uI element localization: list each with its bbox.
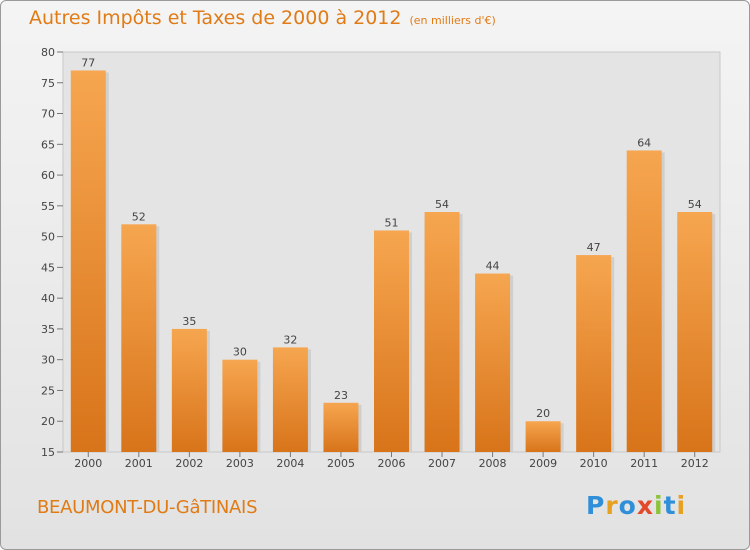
bar bbox=[626, 150, 662, 452]
y-tick-label: 15 bbox=[41, 446, 55, 459]
bar-value-label: 77 bbox=[81, 56, 95, 69]
y-tick-label: 45 bbox=[41, 261, 55, 274]
logo-letter: i bbox=[676, 491, 687, 520]
bar bbox=[222, 359, 258, 452]
bar bbox=[323, 402, 359, 452]
bar bbox=[424, 212, 460, 452]
bar-value-label: 47 bbox=[587, 241, 601, 254]
x-tick-label: 2011 bbox=[630, 457, 658, 470]
bar bbox=[677, 212, 713, 452]
logo-letter: t bbox=[663, 491, 677, 520]
proxiti-logo[interactable]: Proxiti bbox=[586, 491, 686, 520]
y-tick-label: 60 bbox=[41, 169, 55, 182]
x-tick-label: 2008 bbox=[479, 457, 507, 470]
logo-letter: P bbox=[586, 491, 606, 520]
y-tick-label: 25 bbox=[41, 384, 55, 397]
bar bbox=[576, 255, 612, 452]
x-tick-label: 2003 bbox=[226, 457, 254, 470]
bar bbox=[272, 347, 308, 452]
bar-value-label: 54 bbox=[688, 198, 702, 211]
bar-value-label: 23 bbox=[334, 389, 348, 402]
x-tick-label: 2012 bbox=[681, 457, 709, 470]
bar bbox=[374, 230, 409, 452]
y-tick-label: 80 bbox=[41, 46, 55, 59]
logo-letter: i bbox=[654, 491, 664, 520]
bar-value-label: 44 bbox=[486, 260, 500, 273]
x-tick-label: 2005 bbox=[327, 457, 355, 470]
bars-group: 77 52 35 30 32 23 51 54 44 20 47 64 54 bbox=[70, 56, 716, 452]
bar bbox=[475, 273, 511, 452]
bar-value-label: 35 bbox=[182, 315, 196, 328]
x-tick-label: 2004 bbox=[276, 457, 304, 470]
commune-name: BEAUMONT-DU-GâTINAIS bbox=[37, 497, 258, 518]
bar bbox=[171, 328, 207, 452]
bar bbox=[121, 224, 157, 452]
x-tick-label: 2007 bbox=[428, 457, 456, 470]
bar-value-label: 51 bbox=[385, 216, 399, 229]
x-tick-label: 2006 bbox=[378, 457, 406, 470]
bar-value-label: 32 bbox=[283, 333, 297, 346]
y-tick-label: 55 bbox=[41, 200, 55, 213]
y-tick-label: 30 bbox=[41, 354, 55, 367]
x-tick-label: 2000 bbox=[74, 457, 102, 470]
logo-letter: o bbox=[618, 491, 637, 520]
x-axis: 2000 2001 2002 2003 2004 2005 2006 2007 2008 2009… bbox=[74, 452, 709, 470]
bar-value-label: 20 bbox=[536, 407, 550, 420]
bar-value-label: 64 bbox=[637, 136, 651, 149]
x-tick-label: 2001 bbox=[125, 457, 153, 470]
y-tick-label: 35 bbox=[41, 323, 55, 336]
y-tick-label: 40 bbox=[41, 292, 55, 305]
x-tick-label: 2010 bbox=[580, 457, 608, 470]
bar bbox=[70, 70, 106, 452]
y-tick-label: 20 bbox=[41, 415, 55, 428]
bar-value-label: 52 bbox=[132, 210, 146, 223]
x-tick-label: 2009 bbox=[529, 457, 557, 470]
y-axis: 15 20 25 30 35 40 45 50 55 60 65 70 75 80 bbox=[41, 46, 63, 459]
y-tick-label: 70 bbox=[41, 108, 55, 121]
bar-value-label: 30 bbox=[233, 346, 247, 359]
logo-letter: x bbox=[636, 491, 654, 520]
x-tick-label: 2002 bbox=[175, 457, 203, 470]
y-tick-label: 65 bbox=[41, 138, 55, 151]
bar bbox=[525, 421, 561, 452]
chart-title: Autres Impôts et Taxes de 2000 à 2012 (en… bbox=[29, 7, 496, 29]
chart-subtitle: (en milliers d'€) bbox=[409, 14, 496, 27]
bar-value-label: 54 bbox=[435, 198, 449, 211]
chart-title-text: Autres Impôts et Taxes de 2000 à 2012 bbox=[29, 7, 402, 29]
y-tick-label: 50 bbox=[41, 231, 55, 244]
y-tick-label: 75 bbox=[41, 77, 55, 90]
logo-letter: r bbox=[605, 491, 619, 520]
